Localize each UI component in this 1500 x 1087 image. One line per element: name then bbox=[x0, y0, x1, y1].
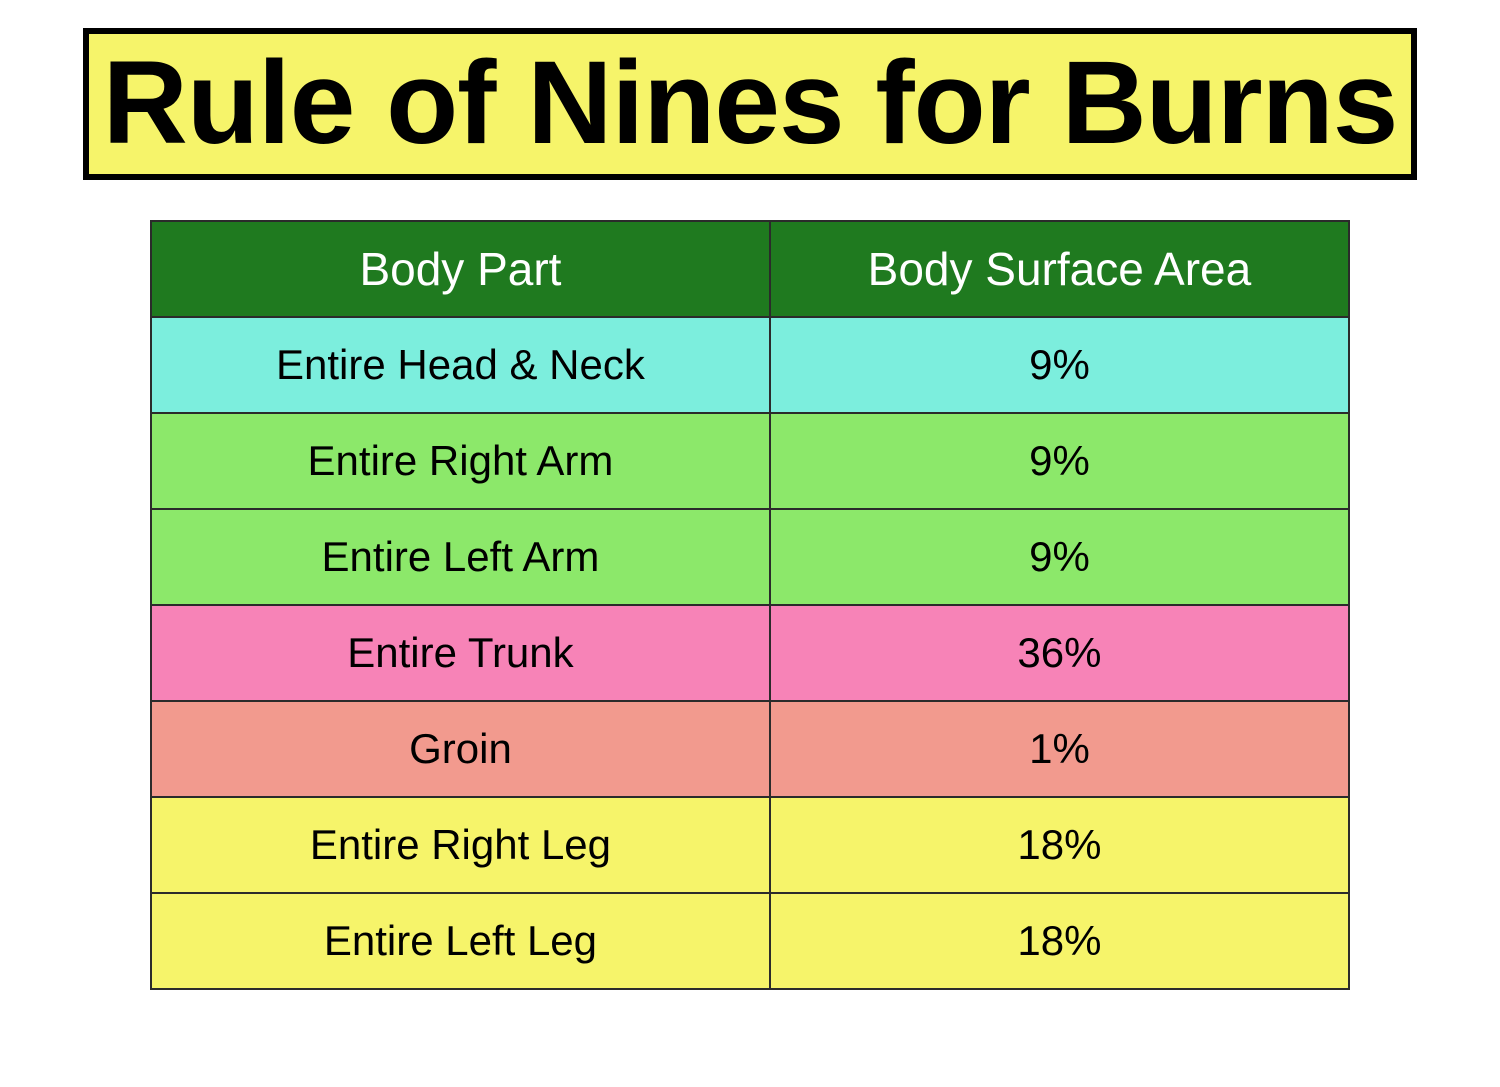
table-row: Entire Right Arm 9% bbox=[151, 413, 1349, 509]
table-row: Entire Head & Neck 9% bbox=[151, 317, 1349, 413]
cell-body-part: Entire Right Arm bbox=[151, 413, 770, 509]
cell-body-part: Entire Head & Neck bbox=[151, 317, 770, 413]
cell-surface-area: 9% bbox=[770, 317, 1349, 413]
table-row: Groin 1% bbox=[151, 701, 1349, 797]
table-header: Body Part Body Surface Area bbox=[151, 221, 1349, 317]
cell-body-part: Entire Left Arm bbox=[151, 509, 770, 605]
cell-surface-area: 9% bbox=[770, 509, 1349, 605]
cell-body-part: Groin bbox=[151, 701, 770, 797]
table-row: Entire Left Leg 18% bbox=[151, 893, 1349, 989]
cell-body-part: Entire Left Leg bbox=[151, 893, 770, 989]
cell-surface-area: 1% bbox=[770, 701, 1349, 797]
column-header-body-part: Body Part bbox=[151, 221, 770, 317]
column-header-surface-area: Body Surface Area bbox=[770, 221, 1349, 317]
table-row: Entire Right Leg 18% bbox=[151, 797, 1349, 893]
cell-surface-area: 18% bbox=[770, 797, 1349, 893]
cell-body-part: Entire Right Leg bbox=[151, 797, 770, 893]
cell-surface-area: 9% bbox=[770, 413, 1349, 509]
cell-body-part: Entire Trunk bbox=[151, 605, 770, 701]
rule-of-nines-table-container: Body Part Body Surface Area Entire Head … bbox=[150, 220, 1350, 990]
table-row: Entire Trunk 36% bbox=[151, 605, 1349, 701]
table-header-row: Body Part Body Surface Area bbox=[151, 221, 1349, 317]
cell-surface-area: 18% bbox=[770, 893, 1349, 989]
page-title: Rule of Nines for Burns bbox=[83, 28, 1418, 180]
table-row: Entire Left Arm 9% bbox=[151, 509, 1349, 605]
rule-of-nines-table: Body Part Body Surface Area Entire Head … bbox=[150, 220, 1350, 990]
cell-surface-area: 36% bbox=[770, 605, 1349, 701]
table-body: Entire Head & Neck 9% Entire Right Arm 9… bbox=[151, 317, 1349, 989]
